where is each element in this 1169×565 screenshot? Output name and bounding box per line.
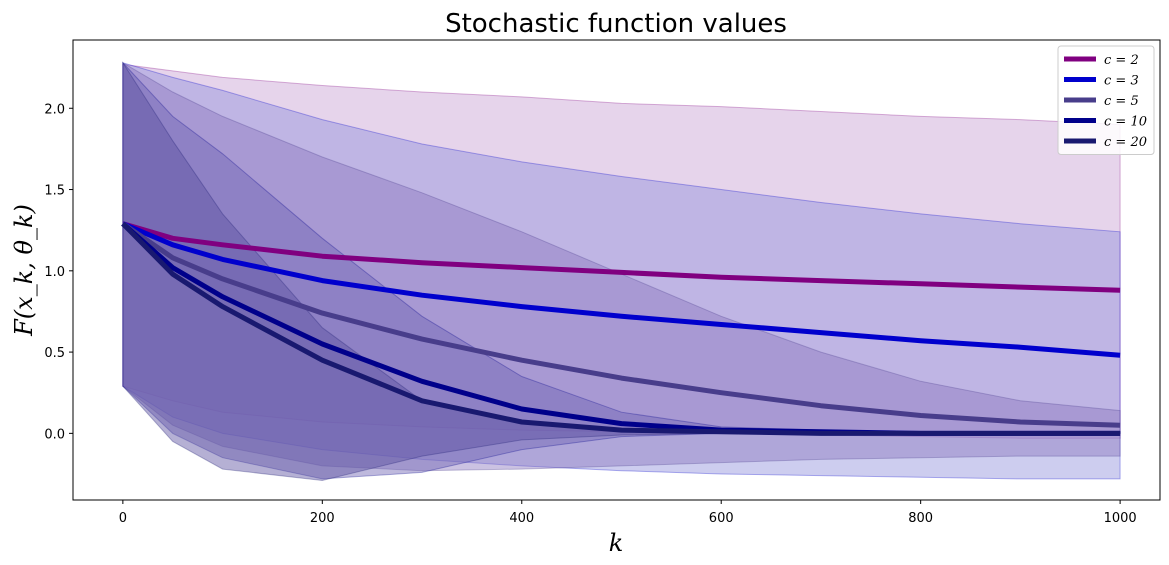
legend-label: c = 3: [1104, 74, 1139, 89]
x-axis-label: k: [609, 529, 624, 557]
x-tick-label: 800: [908, 511, 933, 526]
chart-title: Stochastic function values: [445, 9, 787, 39]
y-tick-label: 0.5: [44, 346, 65, 361]
band-series-3: [122, 61, 1121, 472]
x-axis: 0 200 400 600 800 1000: [119, 500, 1137, 526]
x-tick-label: 0: [119, 511, 127, 526]
legend-label: c = 5: [1104, 94, 1139, 109]
legend-box: [1057, 45, 1155, 155]
legend: c = 2 c = 3 c = 5 c = 10 c = 20: [1057, 45, 1155, 155]
x-tick-label: 400: [509, 511, 534, 526]
y-tick-label: 1.5: [44, 184, 65, 199]
x-tick-label: 200: [310, 511, 335, 526]
line-series-5: [121, 221, 1121, 436]
line-series-3: [121, 221, 1121, 428]
y-tick-label: 0.0: [44, 427, 65, 442]
band-series-1: [122, 63, 1121, 439]
line-series-2: [121, 221, 1121, 358]
series-lines: [121, 221, 1121, 436]
y-tick-label: 2.0: [44, 102, 65, 117]
legend-label: c = 2: [1104, 53, 1139, 68]
y-axis: 0.0 0.5 1.0 1.5 2.0: [44, 102, 73, 442]
x-tick-label: 1000: [1104, 511, 1137, 526]
confidence-bands: [122, 61, 1121, 482]
legend-label: c = 20: [1104, 135, 1147, 150]
line-series-1: [122, 221, 1121, 293]
x-tick-label: 600: [709, 511, 734, 526]
y-axis-label: F(x_k, θ_k): [10, 204, 38, 337]
y-tick-label: 1.0: [44, 265, 65, 280]
plot-frame: [72, 39, 1161, 501]
legend-label: c = 10: [1104, 115, 1147, 130]
